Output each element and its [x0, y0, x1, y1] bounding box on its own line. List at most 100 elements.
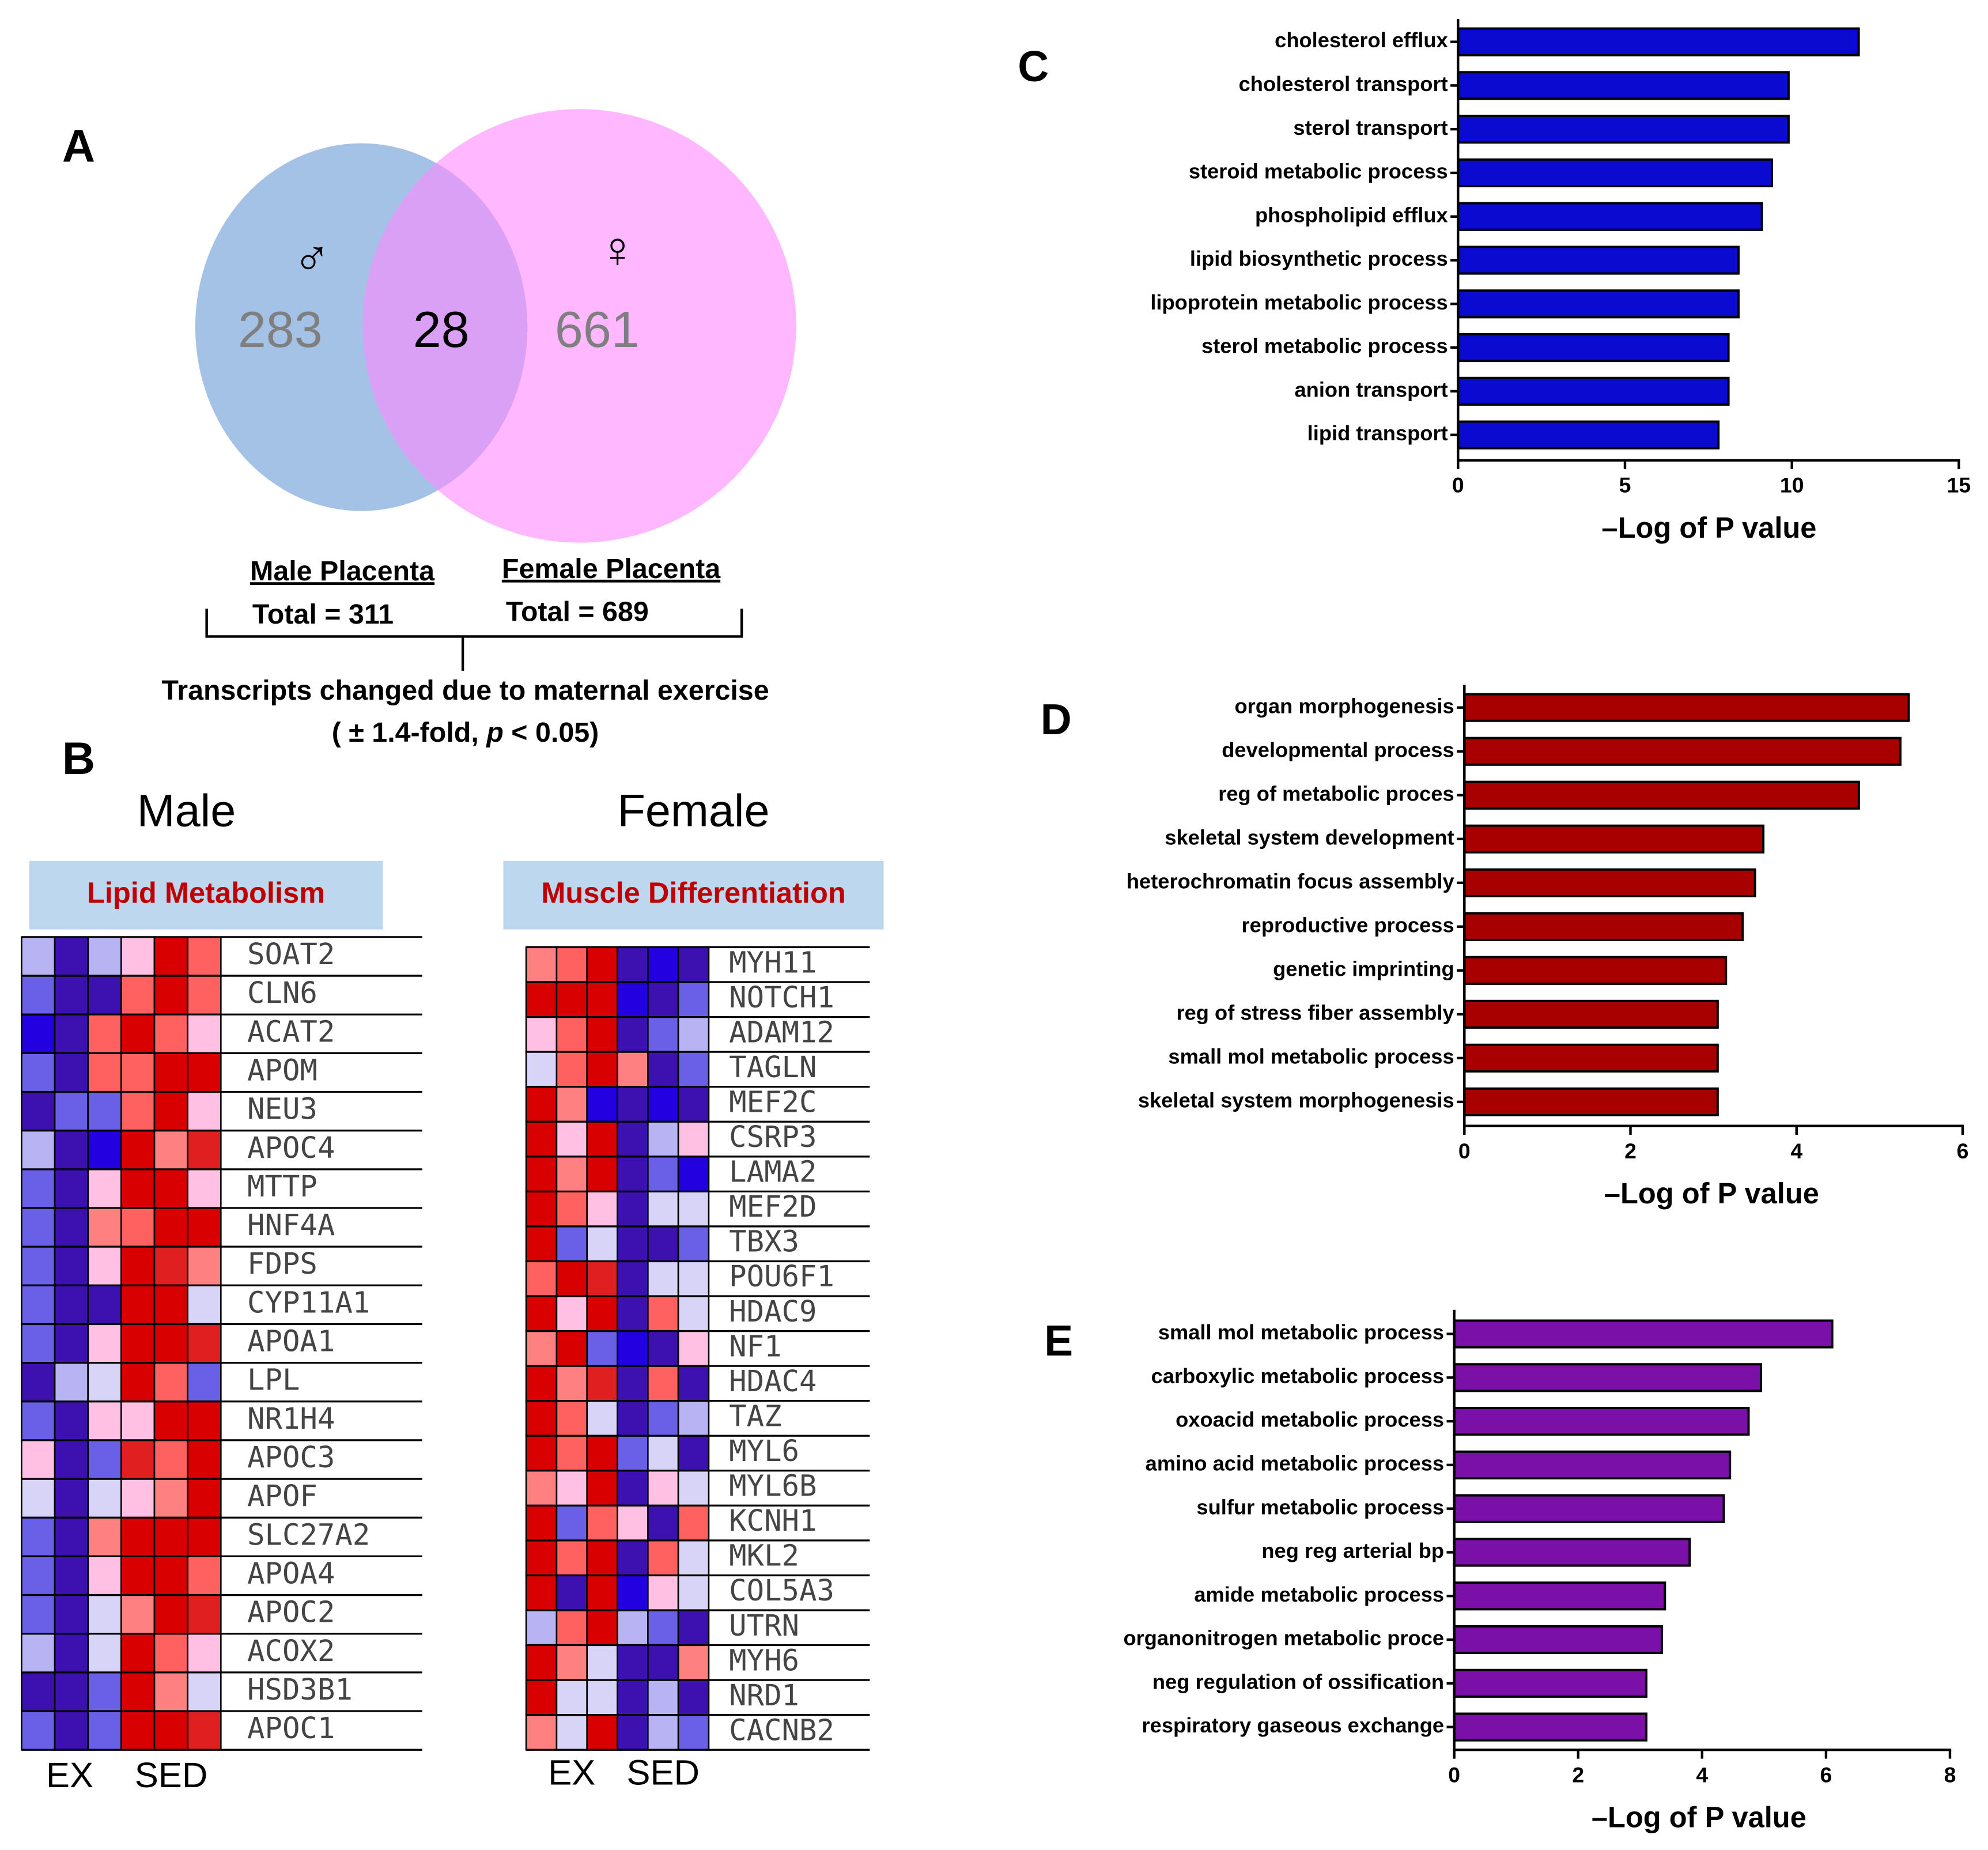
heatmap-cell — [21, 1168, 56, 1209]
bar — [1457, 71, 1790, 100]
heatmap-cell — [647, 1051, 679, 1088]
heatmap-cell — [586, 1156, 618, 1192]
heatmap-cell — [677, 1539, 710, 1576]
heatmap-cell — [87, 1555, 122, 1596]
bar — [1453, 1319, 1834, 1349]
heatmap-cell — [617, 981, 649, 1018]
female-label: Female Placenta — [502, 553, 721, 584]
heatmap-cell — [120, 1400, 156, 1441]
heatmap-cell — [647, 946, 679, 983]
x-tick-label: 4 — [1696, 1762, 1708, 1787]
heatmap-cell — [555, 1051, 588, 1088]
heatmap-cell — [21, 1091, 56, 1132]
heatmap-cell — [617, 1295, 649, 1332]
heatmap-cell — [555, 1575, 588, 1611]
heatmap-cell — [87, 1168, 122, 1209]
y-tick-label: skeletal system morphogenesis — [1138, 1089, 1454, 1112]
y-tick-label: neg reg arterial bp — [1261, 1539, 1444, 1562]
heatmap-cell — [153, 1362, 188, 1403]
heatmap-cell — [677, 1679, 710, 1716]
heatmap-cell — [87, 936, 122, 977]
heatmap-cell — [87, 1013, 122, 1054]
heatmap-cell — [617, 1191, 649, 1228]
panel-letter: B — [62, 733, 95, 784]
heatmap-cell — [586, 1644, 618, 1681]
heatmap-cell — [187, 1323, 222, 1364]
shared-count: 28 — [413, 301, 470, 358]
heatmap-cell — [153, 1284, 188, 1325]
heatmap-cell — [586, 1330, 618, 1367]
gene-label: APOC1 — [247, 1711, 335, 1745]
heatmap-cell — [120, 1439, 156, 1480]
bar — [1453, 1581, 1666, 1611]
heatmap-cell — [677, 1470, 710, 1507]
heatmap-cell — [617, 1609, 649, 1646]
heatmap-cell — [187, 1594, 222, 1635]
heatmap-cell — [153, 1710, 188, 1751]
heatmap-cell — [87, 1052, 122, 1093]
group-label: SED — [626, 1753, 700, 1792]
heatmap-cell — [677, 1016, 710, 1053]
bar — [1453, 1712, 1648, 1742]
heatmap-cell — [21, 1245, 56, 1286]
heatmap-cell — [647, 1191, 679, 1228]
gene-label: ADAM12 — [729, 1015, 834, 1049]
heatmap-cell — [586, 1505, 618, 1542]
heatmap-cell — [617, 1505, 649, 1542]
caption-note-part: p — [485, 717, 504, 748]
y-tick-label: sulfur metabolic process — [1196, 1495, 1444, 1519]
heatmap-cell — [54, 1245, 89, 1286]
heatmap-cell — [647, 1365, 679, 1402]
heatmap-cell — [187, 975, 222, 1015]
x-tick-label: 2 — [1624, 1139, 1636, 1163]
panel-letter: E — [1044, 1316, 1073, 1365]
heatmap-cell — [677, 1086, 710, 1123]
gene-label: CLN6 — [247, 976, 318, 1010]
heatmap-cell — [617, 1714, 649, 1751]
heatmap-cell — [87, 1439, 122, 1480]
gene-label: LAMA2 — [729, 1155, 817, 1189]
y-tick-label: cholesterol efflux — [1275, 28, 1448, 52]
heatmap-cell — [555, 1679, 588, 1716]
heatmap-cell — [555, 1191, 588, 1228]
heatmap-cell — [586, 1295, 618, 1332]
bar — [1463, 912, 1744, 941]
heatmap-cell — [153, 1633, 188, 1674]
gene-label: KCNH1 — [729, 1504, 817, 1538]
heatmap-cell — [586, 1539, 618, 1576]
heatmap-cell — [677, 1156, 710, 1192]
bar — [1457, 376, 1730, 406]
heatmap-cell — [21, 1439, 56, 1480]
bar — [1463, 1087, 1719, 1117]
heatmap-cell — [617, 1365, 649, 1402]
gene-label: LPL — [247, 1363, 300, 1397]
heatmap-cell — [21, 1594, 56, 1635]
heatmap-cell — [54, 1400, 89, 1441]
gene-label: NRD1 — [729, 1678, 799, 1712]
gene-label: MEF2D — [729, 1190, 817, 1224]
group-label: SED — [135, 1755, 208, 1795]
heatmap-cell — [187, 1284, 222, 1325]
y-tick-label: heterochromatin focus assembly — [1127, 869, 1454, 893]
gene-label: FDPS — [247, 1247, 318, 1281]
gene-label: MKL2 — [729, 1539, 799, 1573]
y-tick-label: respiratory gaseous exchange — [1142, 1713, 1445, 1737]
gene-label: MYH11 — [729, 945, 817, 979]
heatmap-cell — [586, 1086, 618, 1123]
gene-label: SLC27A2 — [247, 1517, 370, 1551]
bar — [1457, 333, 1730, 363]
heatmap-cell — [153, 936, 188, 977]
caption-note: ( ± 1.4-fold, p < 0.05) — [332, 717, 599, 748]
heatmap-cell — [647, 1225, 679, 1262]
bar — [1463, 693, 1910, 722]
heatmap-cell — [120, 1245, 156, 1286]
heatmap-cell — [677, 1330, 710, 1367]
heatmap-cell — [87, 1284, 122, 1325]
heatmap-cell — [555, 981, 588, 1018]
heatmap-cell — [153, 1052, 188, 1093]
heatmap-cell — [153, 1168, 188, 1209]
y-tick-label: skeletal system development — [1165, 825, 1454, 849]
female-only-count: 661 — [555, 301, 640, 358]
gene-label: NOTCH1 — [729, 980, 834, 1014]
heatmap-cell — [153, 1671, 188, 1712]
